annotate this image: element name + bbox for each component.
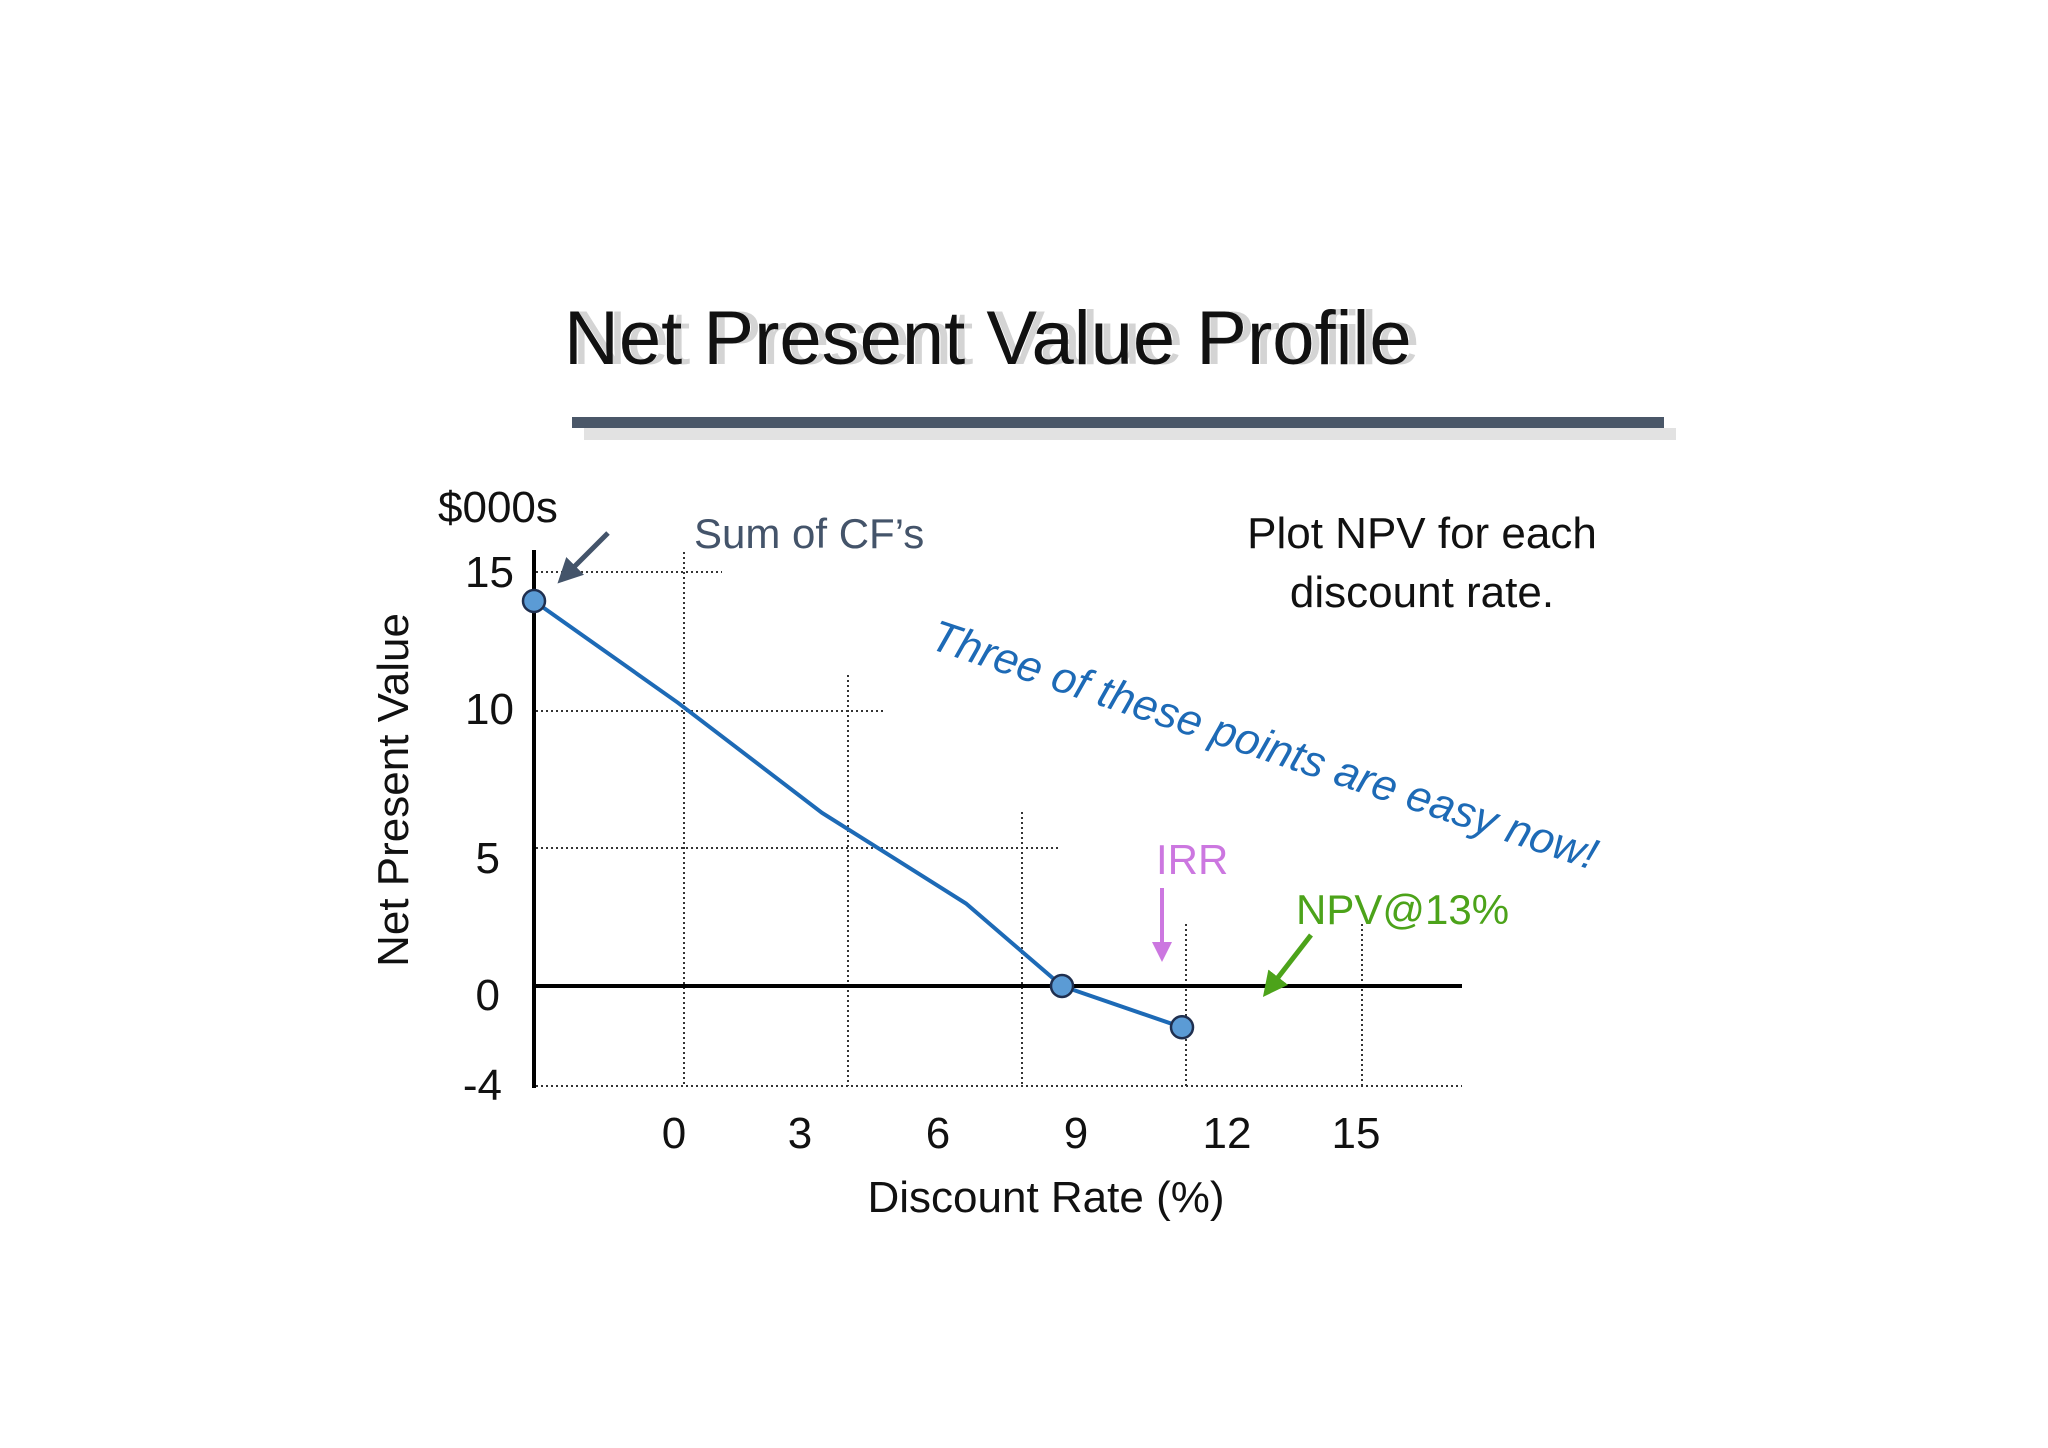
x-tick-label: 9 — [1064, 1109, 1088, 1158]
x-tick-label: 12 — [1203, 1109, 1252, 1158]
three-points-note: Three of these points are easy now! — [925, 611, 1604, 879]
y-tick-label: 5 — [476, 834, 500, 883]
y-tick-label: 0 — [476, 971, 500, 1020]
irr-label: IRR — [1156, 836, 1228, 883]
npv13-arrow — [1262, 933, 1313, 997]
npv-series-line — [532, 599, 1183, 1030]
x-tick-label: 0 — [662, 1109, 686, 1158]
y-tick-label: -4 — [463, 1061, 502, 1110]
y-unit-label: $000s — [438, 483, 558, 532]
title-bar — [572, 417, 1664, 428]
sum-of-cfs-label: Sum of CF’s — [694, 510, 924, 557]
y-axis-title: Net Present Value — [369, 613, 418, 967]
x-tick-label: 15 — [1332, 1109, 1381, 1158]
x-tick-label: 6 — [926, 1109, 950, 1158]
instruction-line-1: Plot NPV for each — [1247, 509, 1597, 558]
data-point-2 — [1049, 973, 1075, 999]
x-tick-label: 3 — [788, 1109, 812, 1158]
data-point-1 — [521, 588, 547, 614]
x-axis-title: Discount Rate (%) — [867, 1173, 1224, 1222]
data-point-3 — [1169, 1015, 1195, 1040]
y-tick-label: 15 — [465, 548, 514, 597]
y-tick-label: 10 — [465, 685, 514, 734]
title-bar-shadow — [584, 428, 1676, 440]
chart-title-shadow: Net Present Value Profile — [572, 296, 1420, 381]
npv13-label: NPV@13% — [1296, 886, 1509, 933]
sum-of-cfs-arrow — [557, 531, 610, 584]
instruction-line-2: discount rate. — [1290, 568, 1554, 617]
chart-title: Net Present Value Profile — [564, 296, 1412, 381]
data-markers — [521, 588, 1195, 1040]
